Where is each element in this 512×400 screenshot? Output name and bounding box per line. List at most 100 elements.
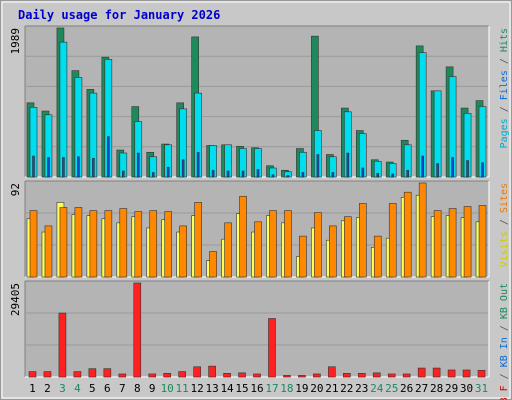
y-max-label: 92 [9, 183, 22, 196]
bar-pages [47, 157, 50, 178]
bar-pages [226, 170, 230, 178]
bar-sites [224, 222, 232, 278]
side-legend: Visits / Sites [499, 183, 510, 267]
bar-sites [478, 205, 487, 278]
legend-entry: KB F [499, 385, 510, 400]
x-tick-label: 15 [235, 382, 248, 395]
bar-sites [403, 191, 412, 278]
bar-pages [391, 173, 395, 178]
x-tick-label: 23 [355, 382, 368, 395]
x-tick-label: 21 [325, 382, 338, 395]
bar-pages [346, 152, 350, 178]
bar-sites [388, 203, 397, 278]
bar-kb-f [58, 312, 67, 378]
bar-pages [331, 172, 335, 178]
x-tick-label: 11 [176, 382, 189, 395]
bars-hits [26, 27, 487, 178]
bar-pages [211, 169, 215, 178]
panel-kbytes: 29405 KB F / KB In / KB Out [9, 280, 510, 400]
panel-hits: 1989 Pages / Files / Hits [9, 25, 510, 178]
bar-kb-f [477, 369, 486, 378]
bar-sites [314, 212, 322, 278]
bar-sites [89, 210, 98, 278]
x-tick-label: 1 [29, 382, 36, 395]
x-tick-label: 19 [295, 382, 308, 395]
bar-pages [421, 155, 424, 178]
bar-pages [481, 162, 484, 178]
x-tick-label: 4 [74, 382, 81, 395]
x-tick-label: 28 [430, 382, 443, 395]
x-tick-label: 29 [445, 382, 458, 395]
x-tick-label: 7 [119, 382, 126, 395]
bar-pages [32, 155, 35, 178]
x-tick-label: 17 [265, 382, 278, 395]
x-tick-label: 31 [475, 382, 488, 395]
bar-kb-f [178, 371, 186, 378]
bar-pages [107, 136, 110, 178]
bar-kb-f [372, 372, 381, 378]
bar-kb-f [193, 366, 201, 378]
bar-pages [451, 157, 454, 178]
bar-sites [209, 251, 217, 278]
x-tick-label: 6 [104, 382, 111, 395]
bar-kb-f [253, 373, 261, 378]
bar-sites [134, 211, 143, 278]
bar-kb-f [387, 373, 396, 378]
x-tick-label: 27 [415, 382, 428, 395]
y-max-label: 29405 [9, 283, 22, 316]
x-tick-label: 18 [280, 382, 293, 395]
legend-entry: KB In [499, 337, 510, 367]
bar-sites [299, 235, 307, 278]
bars-visits [26, 182, 487, 278]
bar-sites [149, 210, 158, 278]
bar-kb-f [357, 373, 366, 378]
bar-sites [269, 210, 277, 278]
legend-entry: Files [499, 70, 510, 100]
bar-pages [136, 152, 140, 178]
legend-entry: / [499, 52, 510, 70]
bar-kb-f [43, 371, 52, 378]
bar-kb-f [343, 373, 351, 378]
chart-title: Daily usage for January 2026 [18, 8, 220, 22]
bar-pages [406, 169, 409, 178]
x-axis-labels: 1 2 3 4 5 6 7 8 9 10 11 12 13 14 15 16 17 18 19 20 21 22 23 24 2… [29, 382, 488, 395]
x-tick-label: 30 [460, 382, 473, 395]
bar-sites [284, 210, 292, 278]
y-max-label: 1989 [9, 28, 22, 55]
bar-kb-f [313, 373, 321, 378]
legend-entry: Pages [499, 118, 510, 148]
bar-sites [59, 207, 68, 278]
x-tick-label: 3 [59, 382, 66, 395]
bar-files [59, 41, 68, 178]
bar-kb-f [283, 375, 291, 378]
bar-pages [196, 151, 200, 178]
bar-kb-f [328, 366, 336, 378]
bar-kb-f [208, 365, 216, 378]
bar-pages [62, 157, 65, 178]
x-tick-label: 8 [134, 382, 141, 395]
bar-sites [194, 202, 202, 278]
legend-entry: / [499, 367, 510, 385]
bar-kb-f [223, 373, 231, 378]
bar-pages [286, 175, 290, 178]
x-tick-label: 20 [310, 382, 323, 395]
bar-kb-f [88, 368, 97, 378]
x-tick-label: 25 [385, 382, 398, 395]
legend-entry: / [499, 100, 510, 118]
bar-pages [361, 167, 365, 178]
x-tick-label: 2 [44, 382, 51, 395]
bar-pages [122, 170, 125, 178]
bar-kb-f [163, 373, 172, 378]
bar-kb-f [417, 367, 426, 378]
bar-kb-f [298, 375, 306, 378]
bar-pages [151, 172, 155, 178]
bar-kb-f [118, 373, 127, 378]
bar-pages [376, 172, 380, 178]
bar-pages [256, 169, 260, 178]
bar-kb-f [148, 373, 157, 378]
panel-visits: 92 Visits / Sites [9, 180, 510, 278]
x-tick-label: 10 [161, 382, 174, 395]
bar-sites [239, 195, 247, 278]
bar-sites [448, 208, 457, 278]
